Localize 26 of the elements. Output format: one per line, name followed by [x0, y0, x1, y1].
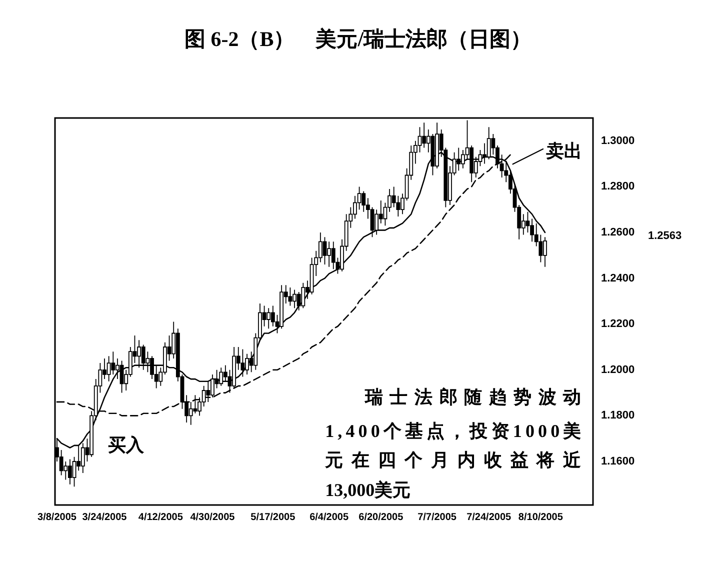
annotation: 元在四个月内收益将近 [325, 450, 582, 470]
title: 图 6-2（B） 美元/瑞士法郎（日图） [184, 27, 532, 51]
ytick-label: 1.2800 [601, 180, 635, 193]
xtick-label: 7/24/2005 [466, 512, 512, 523]
annotation: 卖出 [546, 141, 582, 161]
ytick-label: 1.1600 [601, 456, 635, 468]
xtick-label: 3/8/2005 [38, 512, 76, 523]
xtick-label: 4/12/2005 [138, 512, 183, 523]
xtick-label: 7/7/2005 [418, 512, 456, 523]
annotation: 瑞士法郎随趋势波动 [364, 387, 582, 408]
ytick-label: 1.3000 [601, 134, 635, 147]
annotation: 13,000美元 [325, 480, 411, 500]
xtick-label: 5/17/2005 [250, 512, 296, 523]
annotation: 买入 [108, 434, 144, 455]
annotation: 1,400个基点，投资1000美 [325, 420, 582, 441]
ytick-label: 1.2200 [601, 318, 635, 330]
ytick-label: 1.2000 [601, 364, 635, 376]
xtick-label: 6/20/2005 [358, 512, 404, 523]
ytick-label: 1.2600 [601, 226, 635, 238]
xtick-label: 4/30/2005 [190, 512, 235, 523]
xtick-label: 8/10/2005 [518, 512, 563, 523]
ytick-label: 1.2400 [601, 272, 635, 284]
ytick-label: 1.1800 [601, 410, 635, 422]
xtick-label: 6/4/2005 [310, 512, 349, 523]
annotation: 1.2563 [648, 230, 682, 242]
xtick-label: 3/24/2005 [82, 512, 127, 523]
